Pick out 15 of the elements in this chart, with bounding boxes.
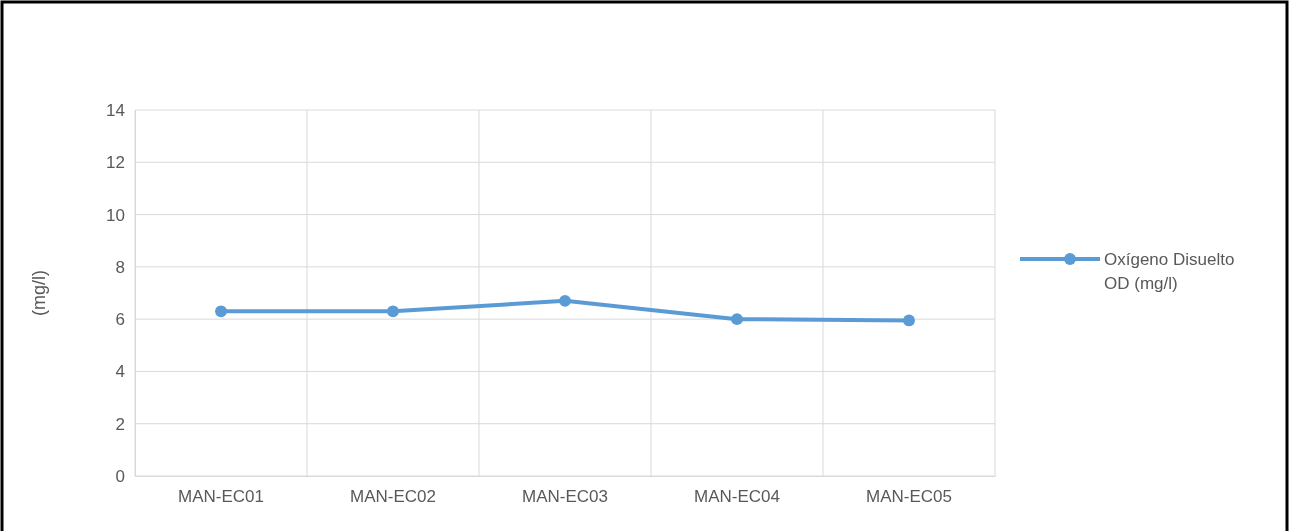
x-tick-label: MAN-EC03: [522, 487, 608, 507]
y-tick-label: 4: [115, 362, 125, 382]
y-tick-label: 8: [115, 257, 125, 277]
y-axis-title: (mg/l): [29, 270, 49, 316]
legend-label: Oxígeno Disuelto OD (mg/l): [1104, 250, 1235, 293]
x-tick-label: MAN-EC04: [694, 487, 780, 507]
y-tick-label: 10: [106, 205, 125, 225]
x-tick-label: MAN-EC02: [350, 487, 436, 507]
y-tick-label: 14: [106, 100, 125, 120]
x-tick-label: MAN-EC01: [178, 487, 264, 507]
y-tick-label: 0: [115, 466, 125, 486]
y-tick-label: 12: [106, 153, 125, 173]
y-tick-label: 6: [115, 310, 125, 330]
x-tick-label: MAN-EC05: [866, 487, 952, 507]
y-tick-label: 2: [115, 414, 125, 434]
